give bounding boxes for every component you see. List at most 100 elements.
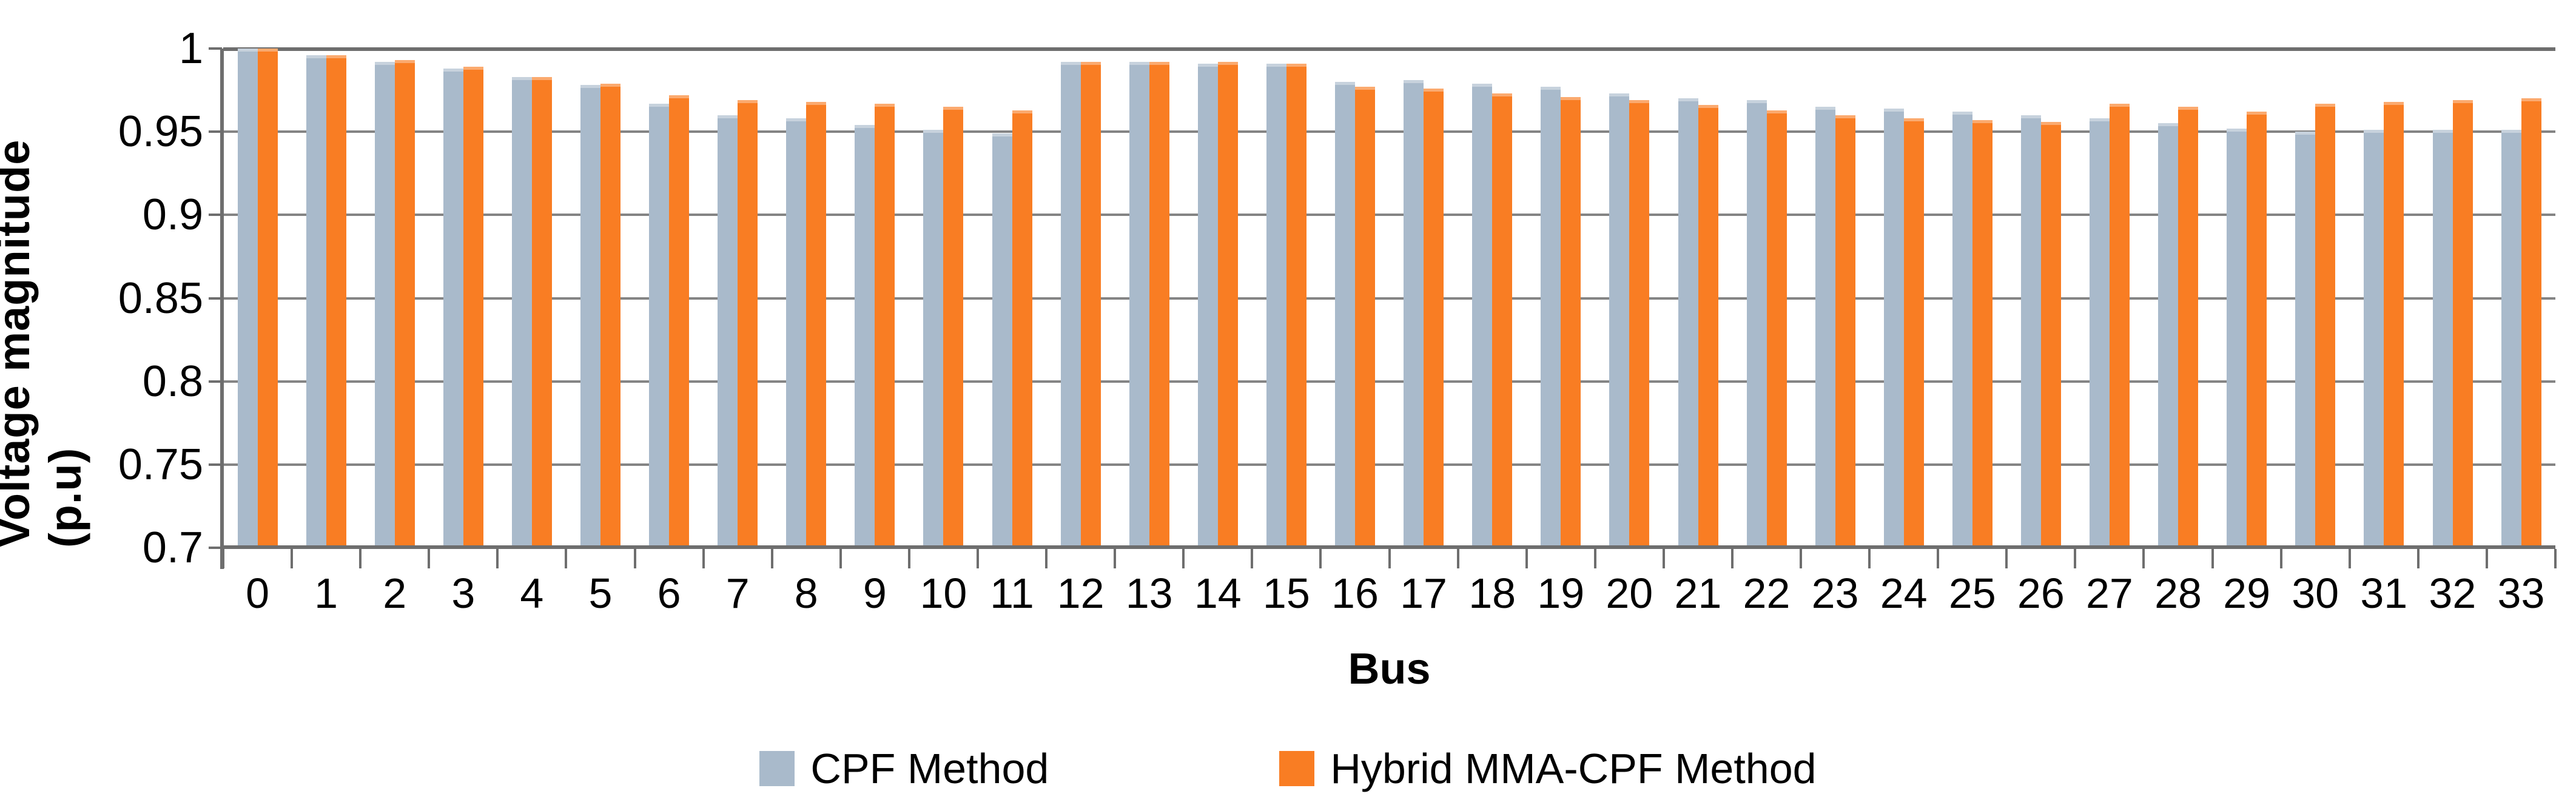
x-tick-label-bus-13: 13 (1125, 570, 1173, 617)
legend-label: Hybrid MMA-CPF Method (1330, 745, 1817, 792)
bar-group-bus-17 (1390, 49, 1458, 548)
y-tick-label: 0.85 (118, 274, 203, 323)
bar-hybrid-bus-15 (1286, 63, 1306, 548)
gridline-y-1 (223, 47, 2555, 51)
gridline-y-0.8 (223, 380, 2555, 383)
x-axis-tick (1800, 549, 1803, 568)
bar-hybrid-bus-13 (1149, 61, 1169, 548)
bar-cpf-bus-8 (786, 118, 807, 548)
bar-hybrid-bus-30 (2315, 103, 2336, 548)
x-tick-label-bus-29: 29 (2223, 570, 2271, 617)
bar-group-bus-14 (1183, 49, 1252, 548)
x-axis-tick (1730, 549, 1734, 568)
y-axis-line (220, 49, 224, 569)
bar-hybrid-bus-7 (738, 100, 758, 548)
bar-group-bus-5 (566, 49, 634, 548)
bar-group-bus-9 (841, 49, 909, 548)
bar-hybrid-bus-21 (1698, 105, 1718, 548)
bar-cpf-bus-12 (1060, 61, 1081, 548)
legend-item: Hybrid MMA-CPF Method (1279, 741, 1817, 796)
bar-hybrid-bus-3 (463, 67, 483, 548)
bar-cpf-bus-28 (2158, 123, 2179, 548)
bar-group-bus-29 (2213, 49, 2281, 548)
bar-cpf-bus-5 (580, 85, 601, 548)
x-tick-label-bus-3: 3 (451, 570, 476, 617)
bar-group-bus-8 (772, 49, 841, 548)
x-axis-tick (1662, 549, 1665, 568)
x-tick-label-bus-4: 4 (520, 570, 544, 617)
bar-group-bus-28 (2144, 49, 2213, 548)
x-tick-label-bus-11: 11 (990, 570, 1034, 617)
bar-hybrid-bus-32 (2452, 100, 2473, 548)
x-tick-label-bus-27: 27 (2085, 570, 2133, 617)
x-tick-label-bus-7: 7 (725, 570, 750, 617)
x-axis-tick (1182, 549, 1185, 568)
x-tick-label-bus-9: 9 (863, 570, 887, 617)
bar-hybrid-bus-24 (1903, 118, 1924, 548)
bar-cpf-bus-32 (2432, 130, 2453, 548)
bar-group-bus-6 (635, 49, 704, 548)
x-tick-label-bus-24: 24 (1880, 570, 1928, 617)
x-axis-title: Bus (1348, 645, 1431, 693)
bar-group-bus-11 (978, 49, 1046, 548)
bar-cpf-bus-22 (1746, 100, 1767, 548)
bar-hybrid-bus-2 (394, 60, 415, 548)
y-axis-tick (209, 214, 222, 217)
x-tick-label-bus-16: 16 (1331, 570, 1379, 617)
x-tick-label-bus-18: 18 (1468, 570, 1516, 617)
bar-cpf-bus-0 (237, 49, 258, 548)
x-axis-tick (2005, 549, 2008, 568)
bar-group-bus-3 (429, 49, 497, 548)
bar-hybrid-bus-26 (2040, 121, 2061, 548)
x-tick-label-bus-0: 0 (246, 570, 269, 617)
x-tick-label-bus-8: 8 (794, 570, 818, 617)
x-axis-tick (428, 549, 431, 568)
bar-cpf-bus-1 (306, 55, 326, 548)
bar-group-bus-27 (2076, 49, 2144, 548)
bar-cpf-bus-7 (718, 115, 738, 548)
bar-group-bus-21 (1664, 49, 1732, 548)
bar-cpf-bus-30 (2295, 132, 2316, 548)
x-axis-tick (291, 549, 294, 568)
bar-hybrid-bus-29 (2247, 112, 2267, 548)
x-tick-label-bus-10: 10 (920, 570, 967, 617)
bar-cpf-bus-14 (1197, 63, 1218, 548)
bar-group-bus-25 (1938, 49, 2006, 548)
x-axis-tick (2554, 549, 2557, 568)
y-tick-label: 0.9 (142, 190, 203, 240)
legend-item: CPF Method (759, 741, 1049, 796)
bar-group-bus-23 (1801, 49, 1869, 548)
x-axis-tick (1114, 549, 1117, 568)
bar-hybrid-bus-4 (531, 76, 552, 548)
bar-group-bus-33 (2487, 49, 2555, 548)
bar-hybrid-bus-12 (1080, 61, 1101, 548)
x-tick-label-bus-17: 17 (1400, 570, 1447, 617)
gridline-y-0.75 (223, 463, 2555, 466)
bar-group-bus-18 (1458, 49, 1527, 548)
bar-group-bus-24 (1869, 49, 1938, 548)
bar-cpf-bus-23 (1815, 107, 1835, 548)
x-axis-tick (1456, 549, 1459, 568)
bar-group-bus-26 (2006, 49, 2075, 548)
bar-hybrid-bus-11 (1012, 110, 1032, 548)
y-tick-label: 1 (178, 24, 203, 73)
y-tick-label: 0.7 (142, 524, 203, 572)
bar-hybrid-bus-22 (1766, 110, 1787, 548)
x-tick-label-bus-6: 6 (657, 570, 681, 617)
bar-hybrid-bus-17 (1424, 88, 1444, 548)
y-axis-tick (209, 547, 222, 549)
bar-cpf-bus-29 (2227, 128, 2247, 548)
bar-hybrid-bus-25 (1972, 120, 1993, 548)
x-axis-tick (1045, 549, 1048, 568)
bar-cpf-bus-25 (1952, 112, 1972, 548)
bar-hybrid-bus-18 (1492, 93, 1513, 548)
gridline-y-0.95 (223, 130, 2555, 133)
bar-group-bus-19 (1527, 49, 1595, 548)
x-tick-label-bus-1: 1 (314, 570, 338, 617)
bar-hybrid-bus-23 (1835, 115, 1855, 548)
bar-cpf-bus-24 (1883, 108, 1904, 548)
x-axis-tick (1525, 549, 1528, 568)
x-axis-tick (359, 549, 362, 568)
bar-cpf-bus-3 (443, 68, 463, 548)
